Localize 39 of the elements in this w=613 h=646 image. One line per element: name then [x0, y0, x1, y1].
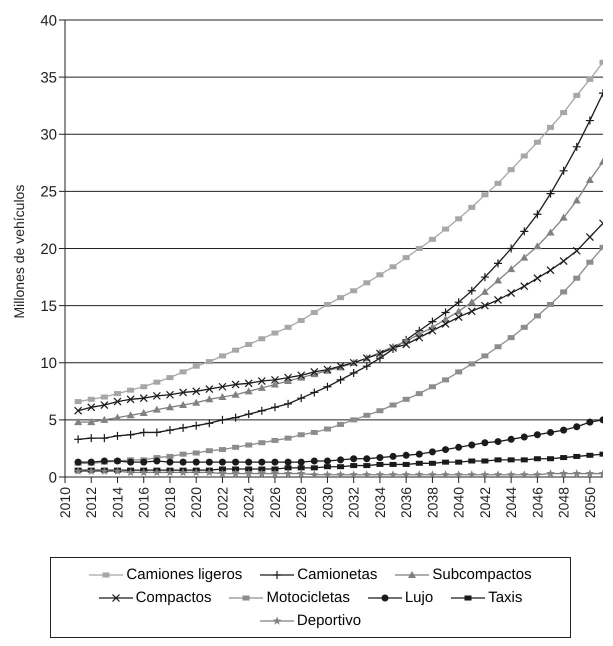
x-tick-label: 2028: [293, 486, 310, 518]
x-tick-label: 2024: [240, 486, 257, 518]
x-tick-label: 2034: [372, 486, 388, 518]
x-tick-label: 2032: [346, 486, 362, 518]
y-tick-label: 0: [48, 469, 57, 486]
x-tick-label: 2020: [188, 486, 204, 518]
x-tick-label: 2040: [450, 486, 467, 518]
x-tick-label: 2042: [476, 486, 493, 518]
legend-label: Lujo: [404, 589, 434, 606]
y-tick-label: 10: [40, 355, 57, 372]
x-tick-label: 2046: [529, 486, 546, 518]
y-tick-label: 5: [48, 412, 57, 430]
y-tick-label: 35: [40, 69, 57, 86]
legend-label: Motocicletas: [265, 589, 350, 606]
x-tick-label: 2010: [56, 486, 73, 518]
x-tick-label: 2038: [424, 486, 440, 518]
y-tick-label: 40: [40, 12, 57, 30]
legend-label: Taxis: [487, 589, 522, 606]
legend-label: Camiones ligeros: [125, 566, 242, 583]
y-tick-label: 25: [40, 184, 57, 201]
x-tick-label: 2014: [109, 486, 126, 518]
y-tick-label: 20: [40, 240, 57, 258]
x-tick-label: 2048: [556, 486, 572, 518]
legend-label: Subcompactos: [431, 566, 532, 583]
x-tick-label: 2012: [83, 486, 100, 518]
x-tick-label: 2018: [162, 486, 178, 518]
legend-label: Camionetas: [296, 566, 378, 583]
x-tick-label: 2016: [136, 486, 152, 518]
x-tick-label: 2044: [503, 486, 520, 518]
x-tick-label: 2030: [319, 486, 336, 518]
y-tick-label: 30: [40, 126, 57, 144]
y-tick-label: 15: [40, 298, 57, 315]
y-axis-title: Millones de vehículos: [10, 184, 27, 318]
x-tick-label: 2022: [214, 486, 230, 518]
legend-label: Compactos: [134, 589, 212, 606]
x-tick-label: 2036: [398, 486, 414, 518]
x-tick-label: 2050: [582, 486, 598, 518]
legend-label: Deportivo: [296, 612, 362, 629]
x-tick-label: 2026: [266, 486, 283, 518]
